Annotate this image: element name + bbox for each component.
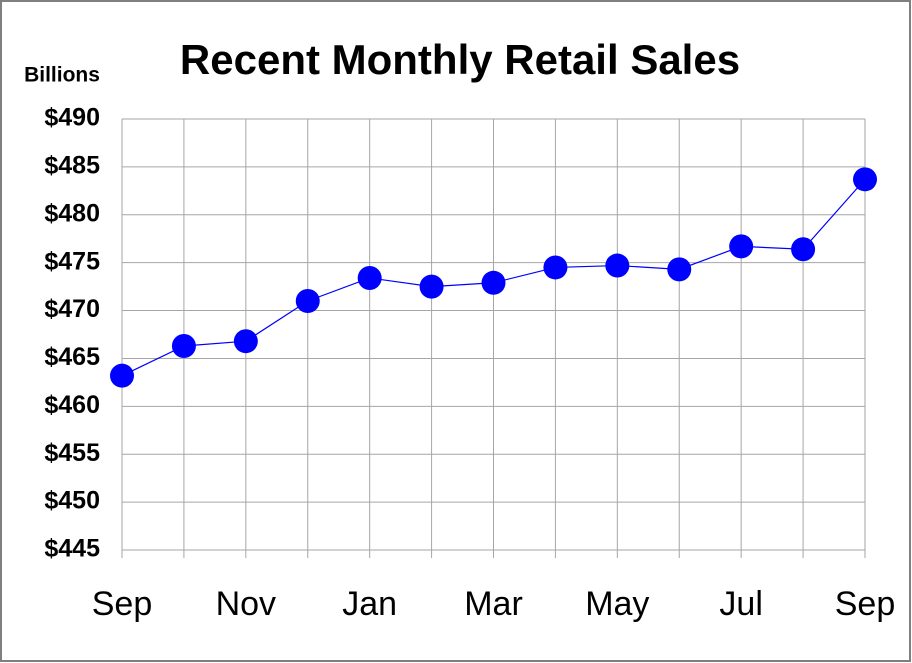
data-point: [419, 274, 444, 299]
y-tick-label: $490: [44, 104, 100, 132]
x-tick-label: May: [585, 585, 649, 623]
y-tick-label: $455: [44, 439, 100, 467]
data-point: [853, 167, 877, 192]
data-point: [295, 288, 320, 313]
data-point: [357, 265, 382, 290]
data-point: [729, 234, 754, 259]
y-tick-label: $475: [44, 247, 100, 275]
data-point: [110, 363, 134, 388]
data-point: [543, 255, 568, 280]
x-tick-label: Mar: [464, 585, 523, 623]
y-tick-label: $480: [44, 199, 100, 227]
data-point: [667, 257, 692, 282]
data-point: [171, 333, 196, 358]
x-tick-label: Jan: [342, 585, 397, 623]
x-tick-label: Sep: [835, 585, 896, 623]
y-tick-label: $450: [44, 487, 100, 515]
y-tick-label: $465: [44, 343, 100, 371]
y-tick-label: $445: [44, 535, 100, 563]
y-tick-label: $485: [44, 151, 100, 179]
y-axis-label: Billions: [24, 64, 100, 87]
x-tick-label: Jul: [719, 585, 762, 623]
y-tick-label: $470: [44, 295, 100, 323]
x-tick-label: Nov: [216, 585, 276, 623]
data-point: [233, 329, 258, 354]
y-tick-label: $460: [44, 391, 100, 419]
data-point: [605, 253, 630, 278]
x-tick-label: Sep: [92, 585, 153, 623]
data-point: [791, 237, 816, 262]
chart-title: Recent Monthly Retail Sales: [180, 36, 740, 83]
data-point: [481, 270, 506, 295]
